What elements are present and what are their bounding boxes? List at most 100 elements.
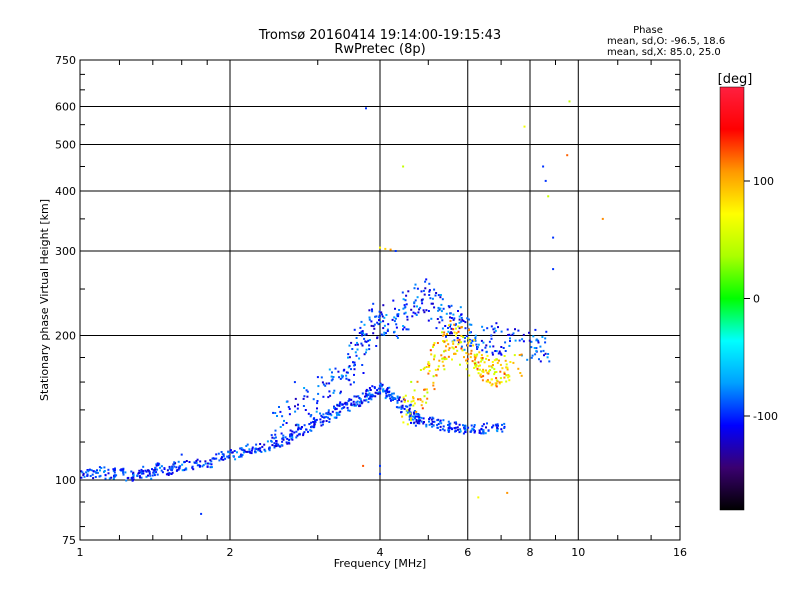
o-mode-point [363,399,366,402]
x-mode-point [456,339,459,342]
o-mode-point [150,477,153,480]
o-mode-point [201,465,204,468]
x-mode-point [457,325,460,328]
x-mode-point [448,324,450,327]
o-mode-point [218,459,221,462]
o-mode-point [160,469,163,472]
upper-trace-point [491,353,494,356]
o-mode-point [338,403,341,405]
o-mode-point [307,430,309,433]
upper-trace-point [353,328,356,331]
upper-trace-point [376,336,379,339]
upper-trace-point [534,353,537,356]
upper-trace-point [431,302,434,305]
o-mode-point [140,470,143,473]
x-mode-point [452,340,455,343]
stats-line-x: mean, sd,X: 85.0, 25.0 [607,47,721,58]
x-mode-point [476,353,479,356]
o-mode-point [158,463,161,466]
upper-trace-point [283,419,285,422]
o-mode-point [130,470,133,473]
o-mode-point [430,423,433,426]
x-mode-point [428,363,431,365]
upper-trace-point [312,398,315,401]
o-mode-point [125,479,128,482]
upper-trace-point [305,389,308,392]
o-mode-point [380,385,383,388]
upper-trace-point [274,412,277,414]
upper-trace-point [359,326,362,329]
x-mode-point [498,382,501,385]
x-mode-point [463,356,465,359]
o-mode-point [379,387,382,390]
upper-trace-point [274,436,277,439]
o-mode-point [303,424,306,427]
o-mode-point [464,431,467,434]
o-mode-point [314,420,317,423]
x-tick-label: 2 [227,546,234,559]
o-mode-point [122,468,125,471]
o-mode-point [503,425,506,428]
o-mode-point [312,421,315,424]
upper-trace-point [355,337,358,339]
o-mode-point [453,427,456,430]
o-mode-point [353,395,356,398]
o-mode-point [177,468,180,471]
upper-trace-point [354,351,357,354]
upper-trace-point [360,330,363,333]
o-mode-point [82,472,85,475]
upper-trace-point [387,323,390,326]
o-mode-point [361,392,364,395]
x-mode-point [455,327,457,330]
upper-trace-point [490,337,493,340]
x-mode-point [449,320,452,322]
x-mode-point [491,366,494,369]
upper-trace-point [460,345,463,348]
o-mode-point [277,444,280,447]
x-mode-point [433,354,436,357]
upper-trace-point [368,316,371,319]
x-mode-point [419,369,422,371]
upper-trace-point [530,346,533,349]
o-mode-point [470,429,473,432]
upper-trace-point [322,395,325,398]
x-mode-point [486,379,489,382]
o-mode-point [370,393,373,396]
o-mode-point [221,456,223,459]
upper-trace-point [504,350,507,352]
upper-trace-point [361,364,364,366]
upper-trace-point [425,309,428,312]
o-mode-point [495,424,498,427]
o-mode-point [171,471,174,474]
o-mode-point [346,406,349,409]
x-mode-point [412,399,415,402]
x-mode-point [413,402,416,405]
o-mode-point [98,475,101,478]
isolated-point [566,154,569,157]
upper-trace-point [453,317,456,320]
x-mode-point [487,372,490,375]
x-mode-point [423,388,426,391]
o-mode-point [448,424,451,427]
o-mode-point [245,450,248,453]
upper-trace-point [386,328,389,331]
o-mode-point [359,404,362,407]
o-mode-point [257,449,260,452]
upper-trace-point [469,344,472,347]
upper-trace-point [279,426,282,428]
o-mode-point [148,471,151,473]
o-mode-point [462,424,464,427]
upper-trace-point [363,333,366,336]
o-mode-point [313,424,316,427]
upper-trace-point [396,313,399,316]
upper-trace-point [353,364,356,367]
x-mode-point [476,367,479,370]
upper-trace-point [356,343,359,346]
o-mode-point [390,399,392,402]
x-mode-point [410,419,412,422]
upper-trace-point [321,381,324,384]
upper-trace-point [458,318,461,321]
upper-trace-point [452,313,455,316]
o-mode-point [338,404,341,407]
upper-trace-point [353,373,355,376]
